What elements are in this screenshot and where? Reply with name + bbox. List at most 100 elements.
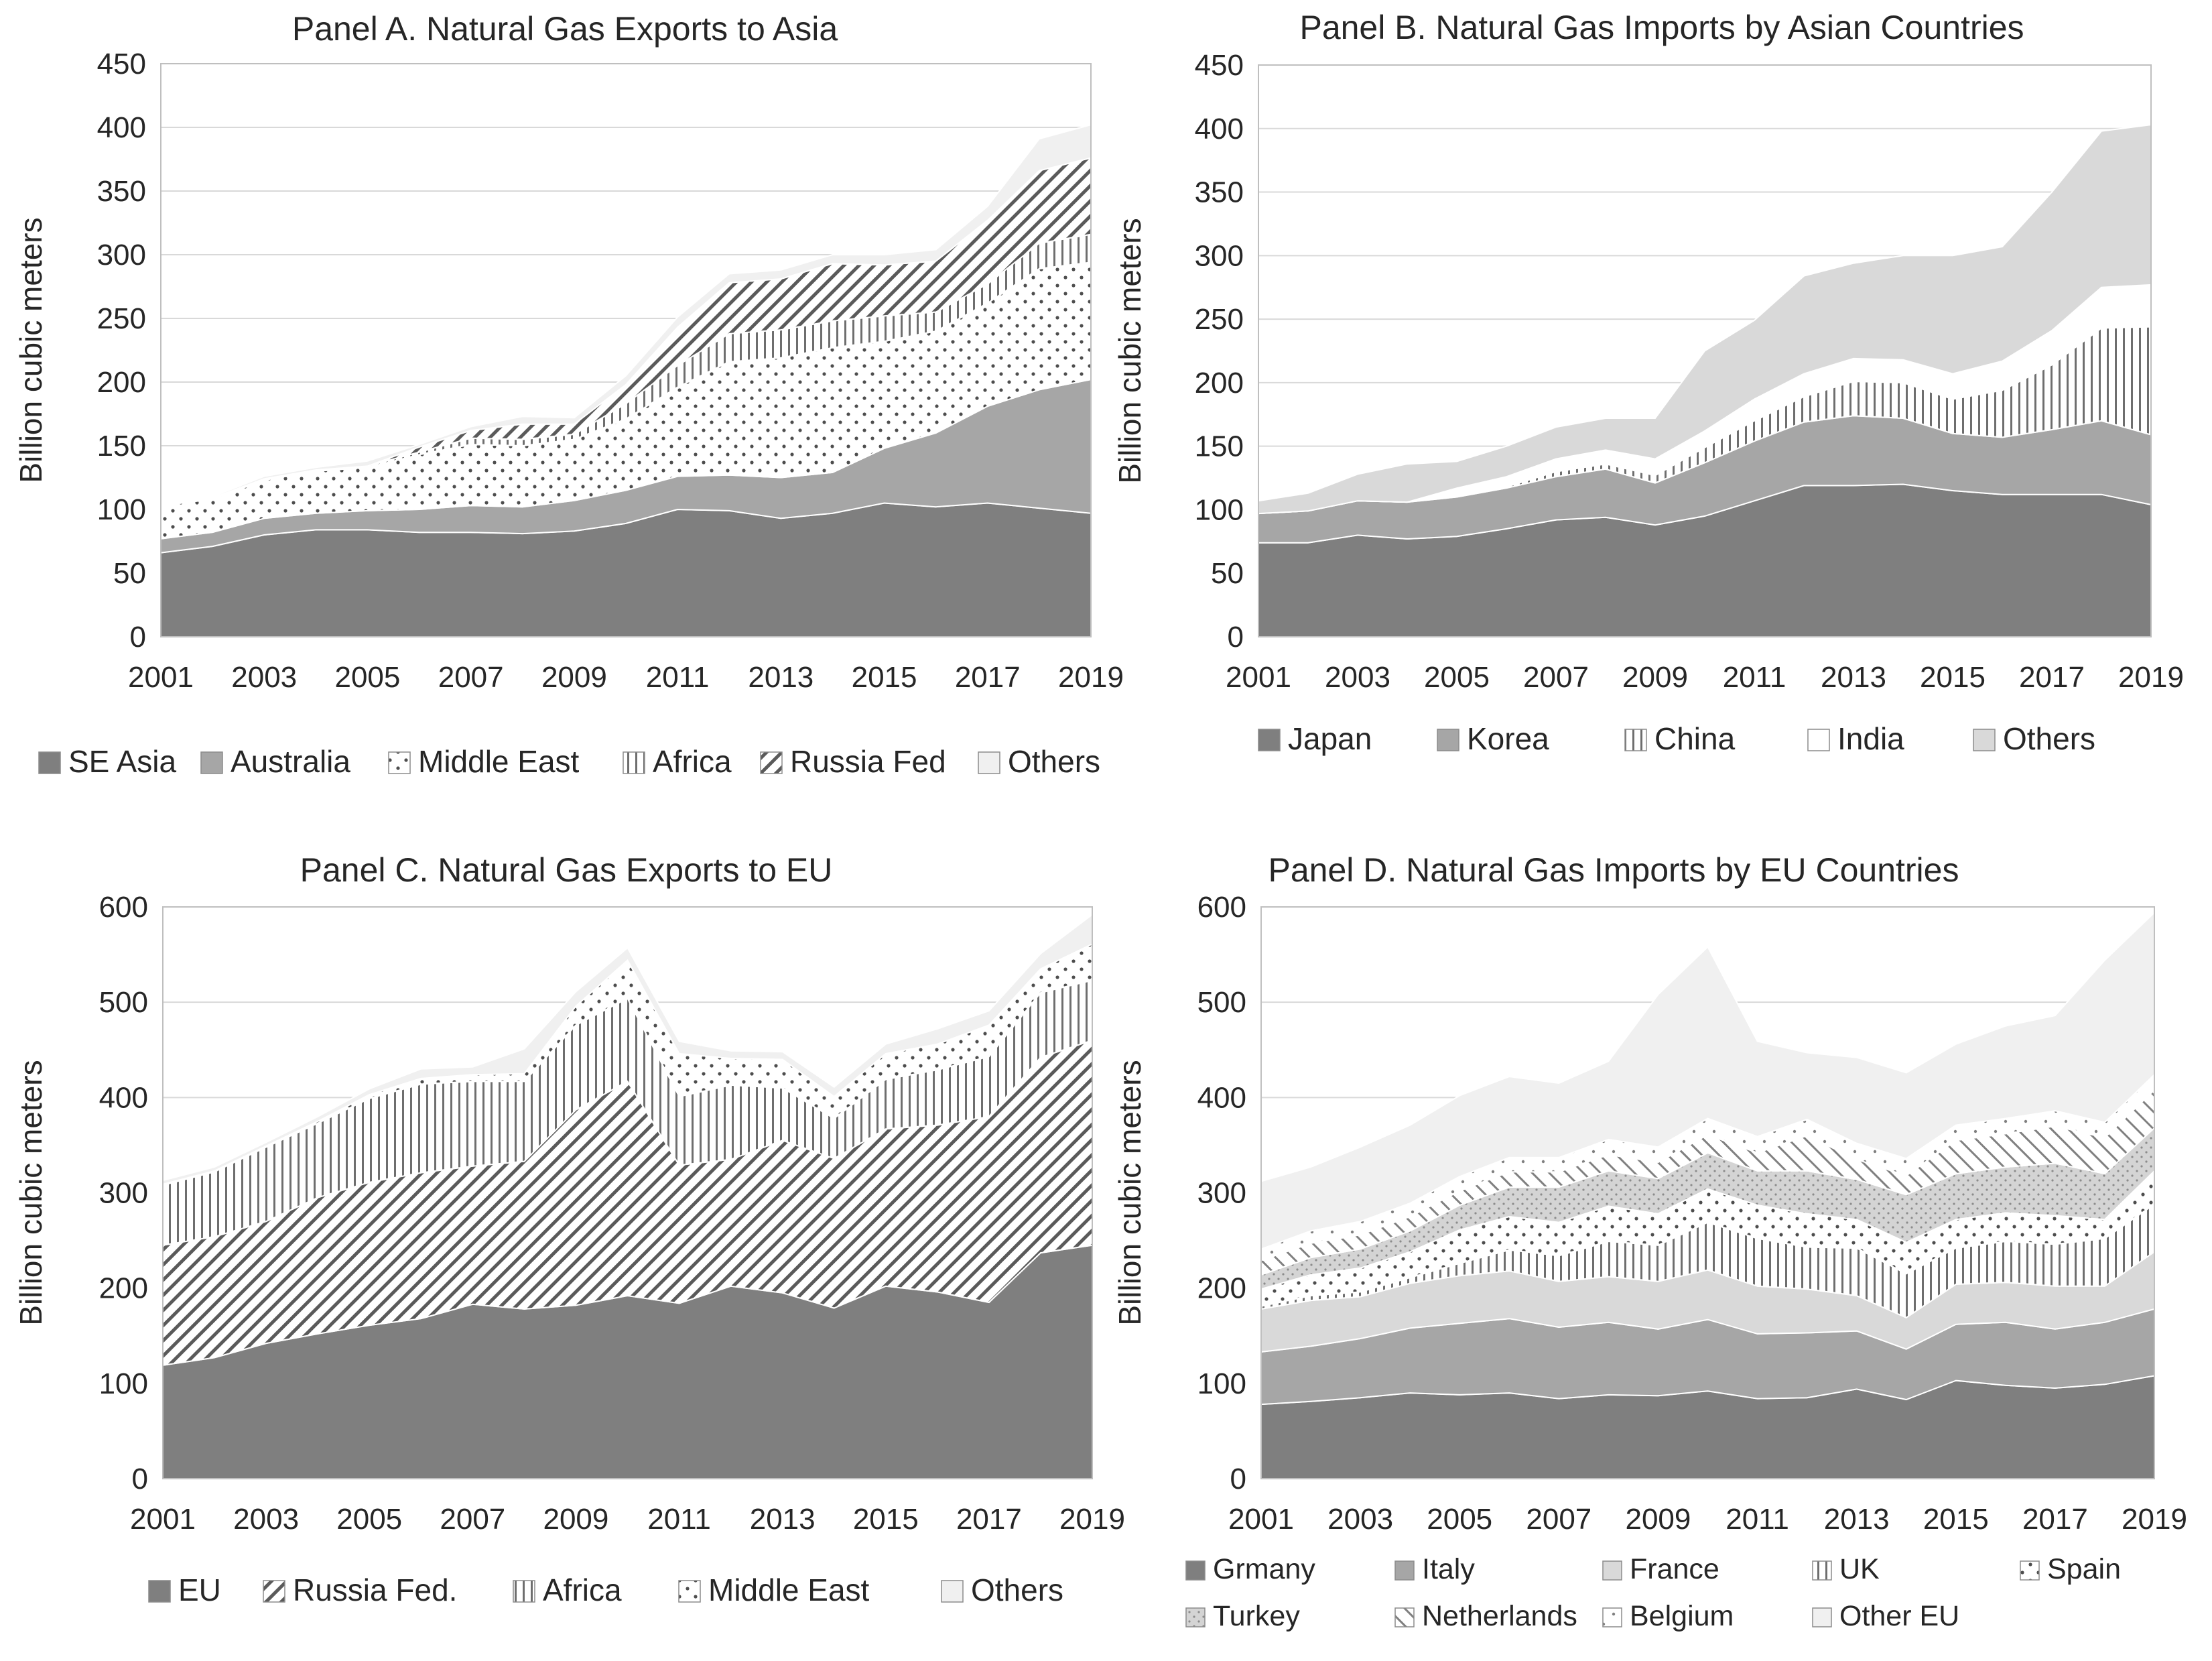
y-tick-label: 0 (1230, 1463, 1246, 1495)
y-tick-label: 250 (1195, 303, 1244, 336)
legend-swatch (1437, 729, 1459, 751)
legend-label: Australia (231, 744, 350, 779)
x-tick-label: 2009 (541, 661, 607, 694)
legend-swatch (1812, 1560, 1832, 1581)
legend-swatch (1602, 1560, 1622, 1581)
y-tick-label: 400 (99, 1081, 148, 1114)
x-tick-label: 2005 (1427, 1503, 1492, 1536)
legend-label: Other EU (1839, 1600, 1959, 1632)
x-tick-label: 2001 (1226, 661, 1291, 694)
panel-d: Panel D. Natural Gas Imports by EU Count… (1112, 851, 2187, 1632)
plot-frame (1260, 906, 2155, 1479)
y-tick-label: 300 (1195, 239, 1244, 272)
x-tick-label: 2011 (1726, 1503, 1789, 1536)
plot-frame (162, 906, 1093, 1479)
legend-label: Italy (1422, 1553, 1475, 1585)
legend-label: Others (971, 1573, 1063, 1607)
legend: SE Asia Australia Middle East Africa Russia … (38, 744, 1100, 779)
y-tick-label: 500 (99, 986, 148, 1019)
legend: EU Russia Fed. Africa Middle East Others (148, 1573, 1063, 1607)
legend-swatch (941, 1580, 964, 1603)
x-tick-label: 2019 (2122, 1503, 2187, 1536)
legend-label: Middle East (418, 744, 580, 779)
panel-c: Panel C. Natural Gas Exports to EU 0 100 2… (13, 851, 1125, 1607)
legend-label: India (1837, 721, 1904, 756)
y-axis-label: Billion cubic meters (1112, 218, 1147, 483)
y-tick-label: 200 (1197, 1272, 1246, 1305)
y-tick-label: 150 (97, 430, 146, 463)
y-tick-label: 300 (99, 1177, 148, 1210)
panel-b-title: Panel B. Natural Gas Imports by Asian Co… (1299, 9, 2024, 46)
x-tick-label: 2017 (955, 661, 1021, 694)
x-tick-label: 2013 (748, 661, 814, 694)
x-tick-label: 2005 (334, 661, 400, 694)
y-axis-label: Billion cubic meters (1112, 1060, 1147, 1325)
legend-swatch (1185, 1560, 1206, 1581)
legend-label: Middle East (708, 1573, 870, 1607)
y-tick-label: 400 (1195, 113, 1244, 145)
x-tick-label: 2009 (1622, 661, 1688, 694)
legend-label: Grmany (1213, 1553, 1315, 1585)
y-tick-label: 600 (1197, 891, 1246, 924)
plot-frame (160, 63, 1092, 637)
x-tick-label: 2017 (956, 1503, 1022, 1536)
legend-label: SE Asia (68, 744, 177, 779)
legend-label: Turkey (1213, 1600, 1300, 1632)
x-tick-label: 2005 (1424, 661, 1490, 694)
x-tick-label: 2011 (1723, 661, 1786, 694)
legend-swatch (1624, 729, 1647, 751)
y-tick-label: 350 (1195, 176, 1244, 209)
legend-label: Others (2003, 721, 2095, 756)
x-tick-label: 2013 (750, 1503, 816, 1536)
y-tick-label: 100 (97, 493, 146, 526)
x-tick-label: 2015 (853, 1503, 919, 1536)
y-tick-label: 400 (1197, 1081, 1246, 1114)
legend-label: Others (1008, 744, 1100, 779)
legend-swatch (978, 751, 1000, 774)
legend-swatch (1812, 1607, 1832, 1627)
y-tick-label: 150 (1195, 430, 1244, 463)
x-tick-label: 2015 (1920, 661, 1986, 694)
legend-label: UK (1839, 1553, 1880, 1585)
x-tick-label: 2007 (440, 1503, 505, 1536)
legend-swatch (1394, 1560, 1415, 1581)
y-axis-label: Billion cubic meters (13, 1060, 48, 1325)
y-tick-label: 500 (1197, 986, 1246, 1019)
panel-d-title: Panel D. Natural Gas Imports by EU Count… (1268, 851, 1959, 889)
x-tick-label: 2019 (1059, 1503, 1125, 1536)
panel-a: Panel A. Natural Gas Exports to Asia 0 50… (13, 10, 1124, 779)
x-tick-label: 2003 (1327, 1503, 1393, 1536)
y-tick-label: 200 (99, 1272, 148, 1305)
legend: Japan Korea China India Others (1258, 721, 2095, 756)
plot-frame (1258, 64, 2152, 637)
legend-label: Netherlands (1422, 1600, 1577, 1632)
y-tick-label: 0 (130, 621, 146, 654)
x-tick-label: 2011 (646, 661, 710, 694)
x-tick-label: 2019 (2118, 661, 2184, 694)
x-tick-label: 2001 (130, 1503, 196, 1536)
legend-label: France (1630, 1553, 1719, 1585)
legend-label: Spain (2047, 1553, 2121, 1585)
y-tick-label: 350 (97, 175, 146, 208)
legend-label: Russia Fed (790, 744, 946, 779)
x-tick-label: 2003 (231, 661, 297, 694)
legend-label: Africa (543, 1573, 622, 1607)
y-tick-label: 450 (1195, 49, 1244, 82)
legend-label: Japan (1288, 721, 1372, 756)
legend-swatch (678, 1580, 701, 1603)
y-tick-label: 50 (113, 557, 146, 590)
y-tick-label: 400 (97, 111, 146, 144)
legend-swatch (2020, 1560, 2040, 1581)
panel-b: Panel B. Natural Gas Imports by Asian Co… (1112, 9, 2184, 756)
x-tick-label: 2015 (852, 661, 917, 694)
y-tick-label: 100 (1197, 1367, 1246, 1400)
x-tick-label: 2007 (438, 661, 504, 694)
legend-swatch (513, 1580, 535, 1603)
x-tick-label: 2003 (233, 1503, 299, 1536)
y-tick-label: 100 (1195, 493, 1244, 526)
x-tick-label: 2009 (543, 1503, 608, 1536)
x-tick-label: 2011 (647, 1503, 711, 1536)
panel-c-title: Panel C. Natural Gas Exports to EU (300, 851, 833, 889)
y-tick-label: 0 (1228, 621, 1244, 654)
